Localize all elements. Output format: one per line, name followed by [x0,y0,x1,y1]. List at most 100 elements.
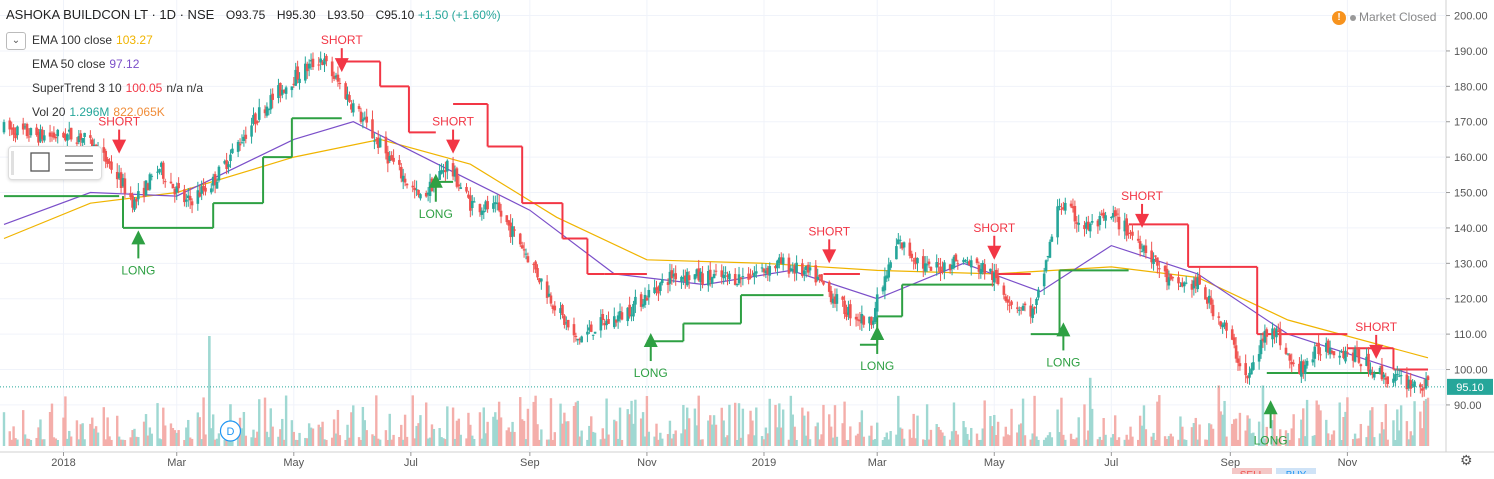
candle-body[interactable] [532,263,535,265]
sell-button[interactable] [1232,468,1272,474]
candle-body[interactable] [1286,353,1290,355]
candle-body[interactable] [701,273,704,285]
candle-body[interactable] [1181,282,1184,287]
candle-body[interactable] [1399,375,1403,377]
candle-body[interactable] [1265,329,1269,337]
candle-body[interactable] [144,180,148,196]
candle-body[interactable] [518,233,522,245]
candle-body[interactable] [726,275,729,277]
candle-body[interactable] [386,152,390,164]
candle-body[interactable] [480,210,484,215]
candle-body[interactable] [83,132,86,137]
candle-body[interactable] [561,305,564,316]
candle-body[interactable] [672,273,676,277]
candle-body[interactable] [1156,257,1159,266]
candle-body[interactable] [1290,361,1294,365]
candle-body[interactable] [106,159,109,164]
candle-body[interactable] [526,256,530,263]
candle-body[interactable] [860,313,864,324]
candle-body[interactable] [724,272,727,274]
candle-body[interactable] [1140,251,1144,253]
candle-body[interactable] [186,195,190,198]
candle-body[interactable] [1136,238,1140,241]
candle-body[interactable] [375,139,378,141]
candle-body[interactable] [325,55,328,62]
candle-body[interactable] [781,257,785,265]
candle-body[interactable] [576,338,580,341]
candle-body[interactable] [104,150,108,162]
candle-body[interactable] [62,132,65,138]
candle-body[interactable] [56,129,60,137]
candle-body[interactable] [875,294,879,312]
candle-body[interactable] [12,127,15,135]
candle-body[interactable] [309,60,313,62]
candle-body[interactable] [163,181,167,183]
candle-body[interactable] [1113,210,1117,217]
candle-body[interactable] [1019,307,1023,309]
candle-body[interactable] [929,266,933,271]
candle-body[interactable] [751,274,754,276]
candle-body[interactable] [373,140,376,142]
candle-body[interactable] [835,294,839,304]
candle-body[interactable] [14,133,17,139]
candle-body[interactable] [589,324,593,332]
candle-body[interactable] [952,256,956,269]
candle-body[interactable] [117,173,121,179]
candle-body[interactable] [612,316,616,328]
candle-body[interactable] [135,198,138,202]
candle-body[interactable] [1246,375,1249,379]
candle-body[interactable] [428,181,432,197]
drawing-toolbox[interactable] [8,146,102,180]
candle-body[interactable] [849,304,852,319]
candle-body[interactable] [1338,355,1342,358]
candle-body[interactable] [198,192,202,197]
candle-body[interactable] [110,161,113,170]
candle-body[interactable] [643,294,647,305]
candle-body[interactable] [1037,289,1040,298]
candle-body[interactable] [808,267,812,271]
candle-body[interactable] [196,190,200,204]
candle-body[interactable] [778,257,781,264]
candle-body[interactable] [565,322,568,324]
candle-body[interactable] [511,226,514,237]
candle-body[interactable] [1225,322,1228,331]
candle-body[interactable] [1275,328,1278,338]
symbol-title[interactable]: ASHOKA BUILDCON LT · 1D · NSE [6,7,215,22]
candle-body[interactable] [1330,350,1334,353]
candle-body[interactable] [119,172,123,188]
candle-body[interactable] [887,264,891,278]
candle-body[interactable] [348,95,351,102]
candle-body[interactable] [29,128,33,136]
candle-body[interactable] [137,191,140,200]
candle-body[interactable] [845,312,848,317]
candle-body[interactable] [470,200,474,209]
candle-body[interactable] [1380,365,1384,380]
candle-body[interactable] [1085,222,1088,229]
candle-body[interactable] [497,202,501,211]
candle-body[interactable] [1144,245,1148,254]
candle-body[interactable] [547,293,551,297]
candle-body[interactable] [1179,285,1182,287]
candle-body[interactable] [572,324,576,336]
candle-body[interactable] [991,271,994,280]
candle-body[interactable] [1346,352,1349,354]
candle-body[interactable] [304,63,307,81]
buy-button[interactable] [1276,468,1316,474]
candle-body[interactable] [1169,274,1173,280]
candle-body[interactable] [215,181,219,189]
candle-body[interactable] [1154,255,1157,257]
candle-body[interactable] [2,122,6,133]
candle-body[interactable] [1300,361,1303,377]
candle-body[interactable] [1372,373,1376,378]
candle-body[interactable] [131,195,134,208]
candle-body[interactable] [674,273,677,280]
candle-body[interactable] [741,276,745,278]
candle-body[interactable] [229,154,232,162]
candle-body[interactable] [659,282,662,292]
candle-body[interactable] [505,215,509,223]
candle-body[interactable] [1083,225,1086,230]
candle-body[interactable] [897,239,900,245]
candle-body[interactable] [591,334,595,336]
candle-body[interactable] [670,270,674,279]
candle-body[interactable] [1077,222,1081,225]
